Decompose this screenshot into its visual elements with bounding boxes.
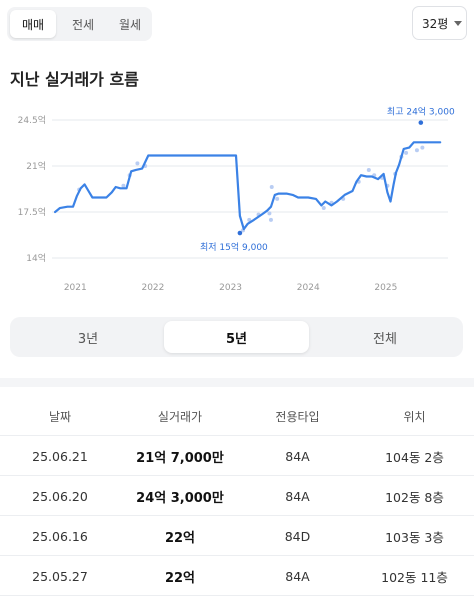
x-tick-label: 2024 <box>297 283 320 293</box>
y-tick-label: 24.5억 <box>18 114 46 126</box>
row-location: 102동 11층 <box>381 569 448 585</box>
row-date: 25.05.27 <box>32 568 88 584</box>
period-all[interactable]: 전체 <box>373 331 397 347</box>
section-divider <box>0 378 474 387</box>
tab-sale[interactable]: 매매 <box>10 10 56 38</box>
row-date: 25.06.16 <box>32 528 88 544</box>
price-trend-chart: 24.5억 21억 17.5억 14억 2021 2022 2023 2024 2025 최고 2… <box>18 106 455 293</box>
row-price: 24억 3,000만 <box>136 490 224 506</box>
row-type: 84A <box>285 448 310 464</box>
row-price: 22억 <box>164 570 196 586</box>
min-price-label: 최저 15억 9,000 <box>200 241 268 253</box>
transaction-point <box>268 217 273 222</box>
max-price-label: 최고 24억 3,000 <box>387 106 455 118</box>
row-location: 102동 8층 <box>385 489 444 505</box>
deal-type-tabs: 매매 전세 월세 <box>7 7 152 41</box>
table-header-row: 날짜 실거래가 전용타입 위치 <box>0 396 474 436</box>
row-type: 84A <box>285 568 310 584</box>
row-price: 21억 7,000만 <box>136 450 224 466</box>
header-price: 실거래가 <box>157 409 203 424</box>
y-tick-label: 21억 <box>26 160 46 172</box>
size-select-value: 32평 <box>422 16 449 31</box>
transaction-point <box>135 161 140 166</box>
row-date: 25.06.21 <box>32 448 88 464</box>
y-tick-label: 17.5억 <box>18 206 46 218</box>
section-title: 지난 실거래가 흐름 <box>10 70 139 89</box>
transaction-point <box>247 217 252 222</box>
x-tick-label: 2025 <box>374 283 397 293</box>
caret-down-icon <box>454 20 463 26</box>
table-row[interactable]: 25.06.21 21억 7,000만 84A 104동 2층 <box>0 436 474 476</box>
x-tick-label: 2022 <box>141 283 164 293</box>
row-price: 22억 <box>164 530 196 546</box>
x-tick-label: 2021 <box>64 283 87 293</box>
row-location: 104동 2층 <box>385 449 444 465</box>
row-type: 84A <box>285 488 310 504</box>
min-point-marker <box>237 230 243 236</box>
transaction-point <box>414 148 419 153</box>
y-tick-label: 14억 <box>26 252 46 264</box>
table-row[interactable]: 25.06.16 22억 84D 103동 3층 <box>0 516 474 556</box>
transaction-point <box>420 145 425 150</box>
size-select[interactable]: 32평 <box>412 6 467 40</box>
header-date: 날짜 <box>48 409 72 424</box>
transaction-point <box>404 150 409 155</box>
transaction-point <box>321 206 326 211</box>
header-type: 전용타입 <box>275 409 320 424</box>
transaction-point <box>366 167 371 172</box>
row-type: 84D <box>284 528 311 544</box>
tab-jeonse[interactable]: 전세 <box>71 17 95 32</box>
tab-monthly-rent[interactable]: 월세 <box>118 17 142 32</box>
period-3-years[interactable]: 3년 <box>77 331 99 347</box>
period-5-years[interactable]: 5년 <box>164 321 309 353</box>
table-row[interactable]: 25.06.20 24억 3,000만 84A 102동 8층 <box>0 476 474 516</box>
max-point-marker <box>418 120 424 125</box>
transactions-table: 날짜 실거래가 전용타입 위치 25.06.21 21억 7,000만 84A … <box>0 396 474 596</box>
header-location: 위치 <box>403 409 426 424</box>
x-tick-label: 2023 <box>219 283 242 293</box>
row-date: 25.06.20 <box>32 488 88 504</box>
transaction-point <box>121 183 126 188</box>
table-row[interactable]: 25.05.27 22억 84A 102동 11층 <box>0 556 474 596</box>
transaction-point <box>267 211 272 216</box>
period-toggle: 3년 5년 전체 <box>10 317 463 357</box>
transaction-point <box>269 185 274 190</box>
row-location: 103동 3층 <box>385 529 444 545</box>
price-series-line <box>54 141 442 231</box>
transaction-point <box>275 196 280 201</box>
